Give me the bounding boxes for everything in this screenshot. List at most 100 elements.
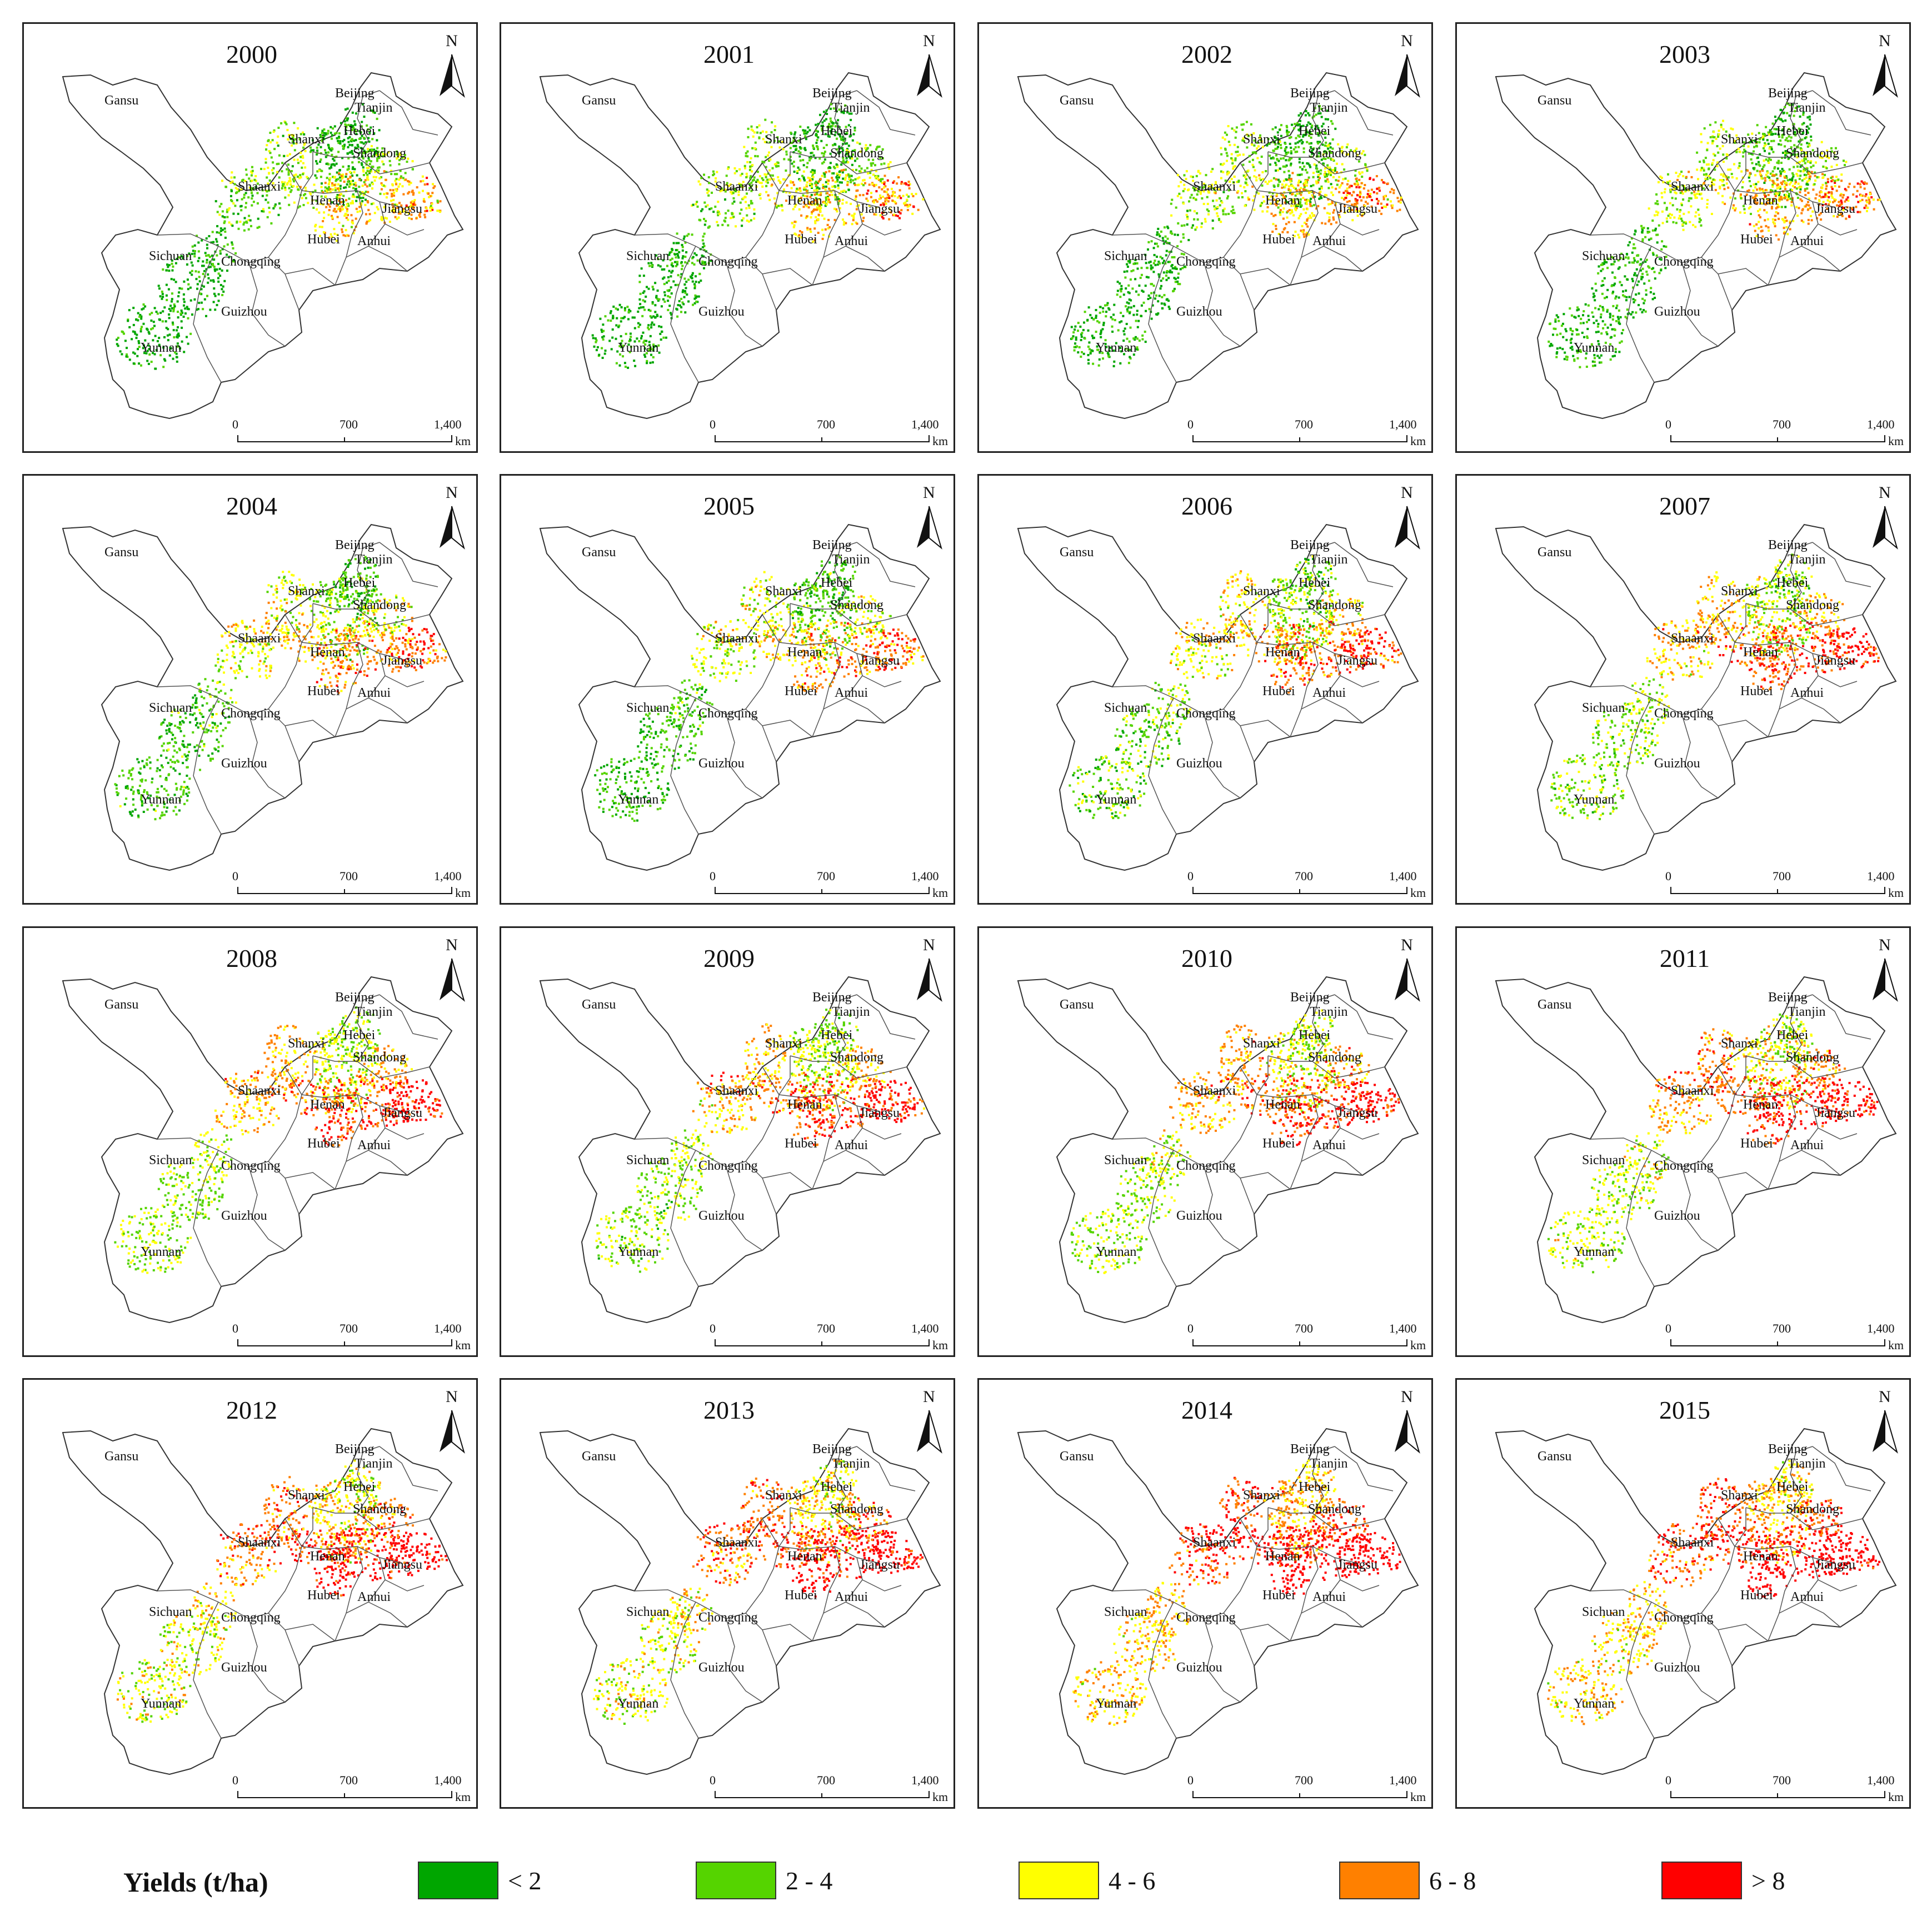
province-label: Hebei bbox=[343, 1480, 375, 1495]
scale-tick-label: 0 bbox=[1665, 1321, 1671, 1336]
province-border bbox=[193, 1150, 222, 1287]
north-arrow-icon bbox=[1884, 54, 1898, 98]
province-border bbox=[1323, 1150, 1363, 1176]
north-arrow-label: N bbox=[1396, 483, 1418, 502]
north-arrow-icon bbox=[917, 506, 929, 548]
province-border bbox=[812, 223, 863, 286]
province-label: Shandong bbox=[353, 1502, 406, 1517]
scale-bar bbox=[237, 1339, 452, 1346]
province-label: Shandong bbox=[353, 1050, 406, 1065]
province-border bbox=[1779, 642, 1796, 710]
province-border bbox=[1768, 1127, 1819, 1190]
map-panel: 2015 N Gansu Beijing Tianjin Hebei Shanxi Shand… bbox=[1455, 1378, 1911, 1809]
province-border bbox=[728, 1216, 763, 1251]
province-border bbox=[834, 1513, 907, 1530]
province-border bbox=[368, 1601, 408, 1628]
north-arrow-icon bbox=[440, 506, 452, 548]
province-border bbox=[284, 1624, 336, 1641]
province-border bbox=[856, 653, 902, 687]
province-label: Jiangsu bbox=[382, 1558, 422, 1573]
province-label: Sichuan bbox=[1582, 1605, 1625, 1620]
province-label: Hubei bbox=[307, 1588, 340, 1603]
yield-pixels bbox=[1072, 1459, 1401, 1726]
map-grid: 2000 N Gansu Beijing Tianjin Hebei Shanxi Shand… bbox=[22, 22, 1911, 1809]
province-border bbox=[728, 764, 763, 799]
scale-unit-label: km bbox=[1410, 1338, 1426, 1353]
legend-title: Yields (t/ha) bbox=[123, 1866, 268, 1898]
north-arrow-icon bbox=[928, 54, 942, 98]
yield-pixels bbox=[1547, 1013, 1879, 1274]
province-label: Yunnan bbox=[141, 341, 181, 356]
province-label: Sichuan bbox=[1582, 701, 1625, 716]
scale-tick-label: 700 bbox=[1295, 1321, 1313, 1336]
province-border bbox=[1206, 1216, 1241, 1251]
scale-tick-label: 700 bbox=[1773, 869, 1791, 884]
province-label: Yunnan bbox=[1574, 792, 1614, 807]
panel-year-title: 2000 bbox=[191, 39, 313, 69]
province-label: Yunnan bbox=[141, 792, 181, 807]
province-border bbox=[812, 1127, 863, 1190]
province-border bbox=[670, 697, 699, 835]
province-label: Chongqing bbox=[221, 1159, 281, 1174]
province-label: Hebei bbox=[1776, 124, 1808, 139]
panel-year-title: 2001 bbox=[668, 39, 790, 69]
province-label: Shaanxi bbox=[715, 1535, 758, 1550]
province-border bbox=[251, 1668, 286, 1703]
map-svg bbox=[1017, 506, 1420, 894]
province-border bbox=[1204, 262, 1213, 313]
province-label: Shandong bbox=[830, 146, 883, 161]
north-arrow-label: N bbox=[441, 936, 463, 955]
north-arrow-label: N bbox=[1874, 483, 1896, 502]
province-border bbox=[726, 1166, 735, 1218]
province-label: Guizhou bbox=[1654, 1660, 1700, 1675]
province-border bbox=[335, 1579, 386, 1641]
north-arrow-icon bbox=[451, 1410, 465, 1454]
province-label: Shanxi bbox=[288, 132, 325, 147]
province-label: Jiangsu bbox=[1815, 653, 1855, 668]
province-label: Sichuan bbox=[1582, 1153, 1625, 1168]
yield-pixels bbox=[114, 556, 447, 821]
province-border bbox=[379, 994, 438, 1040]
scale-bar bbox=[715, 1791, 930, 1798]
province-label: Chongqing bbox=[1654, 706, 1714, 721]
province-label: Hubei bbox=[785, 1136, 817, 1151]
province-border bbox=[670, 1150, 699, 1287]
province-border bbox=[1718, 1066, 1735, 1095]
province-border bbox=[762, 1518, 780, 1547]
province-label: Chongqing bbox=[698, 706, 758, 721]
province-border bbox=[1312, 1061, 1385, 1079]
province-label: Henan bbox=[1743, 1549, 1778, 1564]
province-label: Shandong bbox=[1308, 1050, 1361, 1065]
province-border bbox=[823, 642, 841, 710]
scale-unit-label: km bbox=[1410, 434, 1426, 448]
scale-unit-label: km bbox=[455, 1338, 471, 1353]
province-label: Shanxi bbox=[765, 1488, 802, 1503]
province-border bbox=[268, 1546, 302, 1614]
province-border bbox=[335, 223, 386, 286]
province-border bbox=[1768, 223, 1819, 286]
province-label: Sichuan bbox=[1104, 701, 1147, 716]
north-arrow-icon bbox=[451, 54, 465, 98]
province-border bbox=[193, 246, 222, 383]
map-panel: 2001 N Gansu Beijing Tianjin Hebei Shanxi Shand… bbox=[500, 22, 955, 453]
map-svg bbox=[539, 958, 942, 1346]
panel-year-title: 2011 bbox=[1624, 944, 1746, 973]
province-label: Guizhou bbox=[221, 756, 267, 771]
province-border bbox=[1681, 1618, 1691, 1669]
province-label: Shandong bbox=[1786, 146, 1839, 161]
province-label: Anhui bbox=[357, 1138, 391, 1153]
province-label: Gansu bbox=[582, 1449, 616, 1464]
province-label: Tianjin bbox=[1310, 552, 1347, 567]
province-label: Gansu bbox=[104, 93, 138, 108]
region-outline bbox=[1495, 1428, 1897, 1775]
province-border bbox=[1812, 201, 1858, 236]
scale-tick-label: 700 bbox=[1295, 869, 1313, 884]
legend-label: 4 - 6 bbox=[1109, 1866, 1155, 1895]
province-border bbox=[1290, 1127, 1341, 1190]
province-label: Henan bbox=[310, 1097, 345, 1112]
map-svg bbox=[539, 54, 942, 442]
province-label: Shaanxi bbox=[1671, 179, 1714, 194]
region-outline bbox=[1017, 72, 1419, 420]
province-label: Henan bbox=[787, 1097, 822, 1112]
province-label: Tianjin bbox=[1788, 552, 1825, 567]
